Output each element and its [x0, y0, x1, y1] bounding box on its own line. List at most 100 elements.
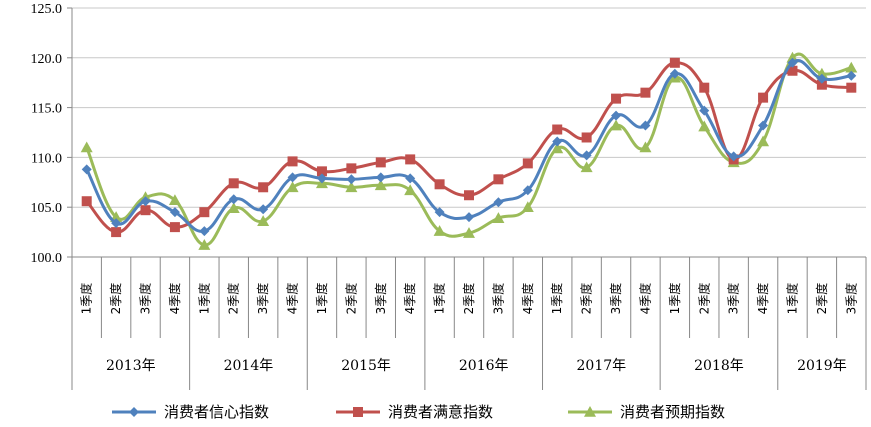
x-category-label: 3季度: [138, 283, 153, 315]
series-1-point: [405, 173, 416, 184]
x-category-label: 3季度: [490, 283, 505, 315]
series-1-point: [816, 73, 827, 84]
x-category-label: 1季度: [314, 283, 329, 315]
gridlines: [72, 7, 866, 208]
x-year-label: 2017年: [577, 358, 627, 374]
series-1-point: [787, 57, 798, 68]
y-tick-label: 105.0: [31, 201, 63, 216]
series-2-point: [287, 156, 298, 167]
series-3-point: [610, 119, 623, 131]
series-1-point: [258, 204, 269, 215]
legend-label-2: 消费者满意指数: [388, 403, 493, 421]
series-3-point: [521, 201, 534, 212]
series-2-point: [552, 124, 563, 135]
x-category-label: 2季度: [343, 283, 358, 315]
series-3-point: [345, 181, 358, 193]
series-1-point: [464, 212, 474, 223]
x-category-label: 4季度: [285, 283, 300, 315]
series-1-point: [346, 174, 357, 185]
series-line-3: [85, 52, 852, 247]
x-category-label: 2季度: [461, 283, 476, 315]
x-category-label: 1季度: [549, 283, 564, 315]
series-1-point: [287, 172, 298, 183]
x-category-label: 1季度: [432, 283, 447, 315]
series-1-point: [846, 70, 857, 81]
series-2-point: [169, 222, 180, 233]
series-1-point: [493, 197, 504, 208]
series-1-point: [169, 207, 180, 218]
series-1-point: [140, 196, 151, 207]
series-1-point: [611, 110, 622, 121]
y-axis: 100.0 105.0 110.0 115.0 120.0 125.0: [31, 2, 73, 390]
series-3-point: [433, 225, 446, 236]
series-1-point: [111, 218, 122, 229]
series-2-point: [111, 227, 122, 238]
series-2-point: [522, 158, 533, 169]
x-year-label: 2015年: [341, 358, 391, 374]
series-2-point: [787, 65, 798, 76]
legend-marker-3: [584, 406, 596, 417]
series-1-point: [316, 173, 327, 184]
x-category-label: 4季度: [755, 283, 770, 315]
x-year-label: 2019年: [797, 358, 847, 374]
series-3-point: [551, 142, 564, 154]
series-1-point: [699, 105, 710, 116]
legend: 消费者信心指数 消费者满意指数 消费者预期指数: [112, 403, 725, 421]
x-category-label: 4季度: [520, 283, 535, 315]
x-category-label: 1季度: [784, 283, 799, 315]
x-category-label: 3季度: [608, 283, 623, 315]
x-category-label: 1季度: [196, 283, 211, 315]
y-tick-label: 110.0: [31, 151, 62, 166]
series-1-point: [81, 164, 92, 175]
x-category-label: 2季度: [226, 283, 241, 315]
x-category-label: 4季度: [637, 283, 652, 315]
x-category-label: 3季度: [373, 283, 388, 315]
series-2-point: [140, 205, 151, 216]
x-year-label: 2016年: [459, 358, 509, 374]
series-3-point: [639, 141, 652, 153]
series-3-point: [257, 215, 270, 226]
legend-label-3: 消费者预期指数: [620, 403, 725, 421]
series-2-point: [816, 79, 827, 90]
y-tick-label: 115.0: [31, 102, 62, 117]
series-1-point: [758, 120, 769, 131]
series-3-point: [492, 212, 505, 223]
series-1-point: [522, 185, 533, 196]
x-axis: 1季度 2季度 3季度 4季度 1季度 2季度 3季度 4季度 1季度 2季度 3季度 4季度 1季度 2…: [71, 256, 867, 390]
series-line-1: [85, 59, 852, 233]
series-1-point: [228, 194, 239, 205]
series-2-point: [464, 190, 474, 201]
series-3-point: [227, 202, 240, 213]
series-2-point: [258, 182, 269, 193]
series-2-point: [611, 93, 622, 104]
series-3-point: [698, 120, 711, 132]
series-3-point: [463, 227, 475, 238]
x-category-label: 1季度: [667, 283, 682, 315]
series-3-point: [580, 161, 593, 173]
series-1-point: [552, 136, 563, 147]
series-1-point: [434, 207, 445, 218]
series-2-point: [493, 174, 504, 185]
x-category-label: 4季度: [402, 283, 417, 315]
series-3-point: [404, 184, 417, 196]
series-1-point: [669, 68, 680, 79]
series-3-point: [757, 135, 770, 147]
legend-label-1: 消费者信心指数: [164, 403, 269, 421]
series-2-point: [405, 154, 416, 165]
x-category-label: 2季度: [108, 283, 123, 315]
series-2-point: [846, 82, 857, 93]
series-1-point: [640, 120, 651, 131]
series-1-point: [581, 150, 592, 161]
legend-marker-2: [353, 407, 363, 417]
series-3-point: [80, 141, 93, 153]
x-category-label: 3季度: [726, 283, 741, 315]
x-category-label: 3季度: [255, 283, 270, 315]
series-3-point: [198, 239, 211, 250]
series-3-point: [286, 181, 299, 193]
series-layer: [80, 51, 858, 250]
series-1-point: [199, 226, 210, 237]
series-2-point: [699, 82, 710, 93]
series-2-point: [758, 92, 769, 103]
series-2-point: [375, 157, 386, 168]
series-3-point: [845, 61, 858, 73]
